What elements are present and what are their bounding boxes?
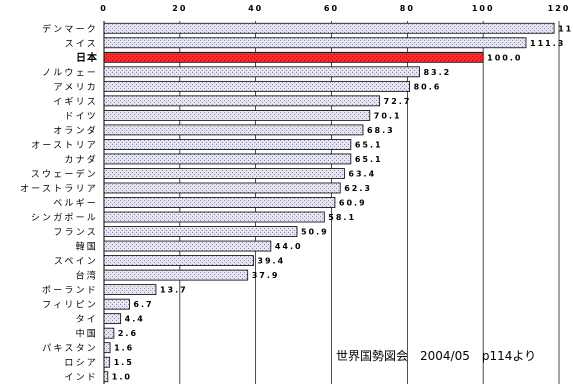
value-label-台湾: 37.9: [252, 271, 280, 280]
bar-スウェーデン: [103, 168, 345, 179]
x-tick-label-100: 100: [472, 4, 495, 13]
bar-台湾: [103, 269, 249, 281]
category-label-ノルウェー: ノルウェー: [42, 67, 98, 78]
bar-インド: [103, 371, 109, 383]
category-label-ロシア: ロシア: [64, 359, 98, 369]
category-label-スウェーデン: スウェーデン: [31, 168, 98, 180]
category-label-カナダ: カナダ: [64, 153, 98, 165]
bar-シンガポール: [103, 211, 325, 223]
bar-ノルウェー: [103, 66, 420, 78]
value-label-ベルギー: 60.9: [339, 199, 367, 208]
value-labels: 118.7 111.3 100.0 83.2 80.672.7 70.1 68.3 65.1 6…: [112, 24, 573, 381]
value-label-韓国: 44.0: [275, 242, 303, 251]
x-tick-label-40: 40: [248, 4, 263, 13]
value-label-日本: 100.0: [487, 53, 522, 62]
bar-アメリカ: [103, 80, 411, 92]
category-label-スイス: スイス: [65, 39, 98, 49]
category-labels: デンマークスイス日本ノルウェーアメリカイギリスドイツオランダオーストリアカナダス…: [20, 23, 98, 383]
category-label-台湾: 台湾: [76, 270, 98, 282]
category-label-オーストラリア: オーストラリア: [20, 183, 98, 194]
bar-オーストリア: [103, 139, 352, 150]
bar-イギリス: [103, 95, 381, 107]
category-label-シンガポール: シンガポール: [31, 213, 98, 224]
source-note: 世界国勢図会 2004/05 p114より: [336, 349, 537, 363]
value-label-イギリス: 72.7: [384, 97, 412, 106]
bar-タイ: [103, 313, 122, 325]
bar-フランス: [103, 226, 298, 237]
value-label-フィリピン: 6.7: [133, 300, 153, 309]
category-label-中国: 中国: [76, 328, 98, 340]
bar-日本: [103, 51, 484, 63]
bar-ドイツ: [103, 109, 371, 121]
bar-デンマーク: [103, 22, 555, 34]
value-label-オーストリア: 65.1: [355, 140, 383, 149]
category-label-日本: 日本: [76, 51, 98, 64]
x-tick-label-120: 120: [548, 4, 571, 13]
category-label-ポーランド: ポーランド: [42, 285, 98, 296]
x-tick-label-0: 0: [100, 4, 108, 13]
value-label-ノルウェー: 83.2: [423, 68, 451, 77]
value-label-パキスタン: 1.6: [114, 344, 134, 353]
value-label-ポーランド: 13.7: [160, 286, 188, 295]
category-label-オーストリア: オーストリア: [31, 140, 98, 151]
category-label-フィリピン: フィリピン: [42, 300, 98, 311]
value-label-中国: 2.6: [118, 329, 138, 338]
x-tick-label-80: 80: [400, 4, 415, 13]
x-tick-label-20: 20: [172, 4, 187, 13]
category-label-イギリス: イギリス: [53, 96, 98, 107]
bars: [103, 22, 555, 383]
category-label-韓国: 韓国: [76, 242, 98, 253]
category-label-フランス: フランス: [53, 227, 98, 238]
bar-スペイン: [103, 255, 254, 266]
bar-ポーランド: [103, 284, 157, 296]
category-label-オランダ: オランダ: [53, 124, 98, 136]
bar-韓国: [103, 240, 272, 252]
bar-パキスタン: [103, 342, 111, 354]
bar-中国: [103, 327, 115, 339]
value-label-アメリカ: 80.6: [414, 82, 442, 91]
category-label-ドイツ: ドイツ: [64, 112, 98, 122]
bar-カナダ: [103, 153, 352, 165]
value-label-オーストラリア: 62.3: [344, 184, 372, 193]
x-axis-ticks: 0 20 40 60 80 100 120: [100, 4, 571, 13]
bar-フィリピン: [103, 298, 130, 310]
bar-スイス: [103, 37, 527, 49]
category-label-インド: インド: [64, 373, 98, 383]
value-label-フランス: 50.9: [301, 228, 329, 237]
bar-ベルギー: [103, 197, 336, 208]
category-label-タイ: タイ: [76, 314, 98, 325]
category-label-スペイン: スペイン: [54, 257, 98, 267]
bar-オーストラリア: [103, 182, 341, 194]
category-label-アメリカ: アメリカ: [54, 82, 98, 93]
category-label-デンマーク: デンマーク: [42, 23, 98, 35]
value-label-デンマーク: 118.7: [558, 24, 573, 33]
value-label-タイ: 4.4: [125, 315, 145, 324]
bar-オランダ: [103, 124, 364, 136]
value-label-スウェーデン: 63.4: [348, 169, 376, 178]
value-label-スペイン: 39.4: [257, 257, 285, 266]
value-label-ドイツ: 70.1: [374, 111, 402, 120]
value-label-カナダ: 65.1: [355, 155, 383, 164]
value-label-ロシア: 1.5: [114, 358, 134, 367]
value-label-スイス: 111.3: [530, 39, 565, 48]
value-label-インド: 1.0: [112, 373, 132, 382]
x-tick-label-60: 60: [324, 4, 339, 13]
value-label-シンガポール: 58.1: [328, 213, 356, 222]
category-label-パキスタン: パキスタン: [42, 343, 98, 354]
value-label-オランダ: 68.3: [367, 126, 395, 135]
bar-ロシア: [103, 356, 111, 368]
category-label-ベルギー: ベルギー: [53, 198, 98, 209]
